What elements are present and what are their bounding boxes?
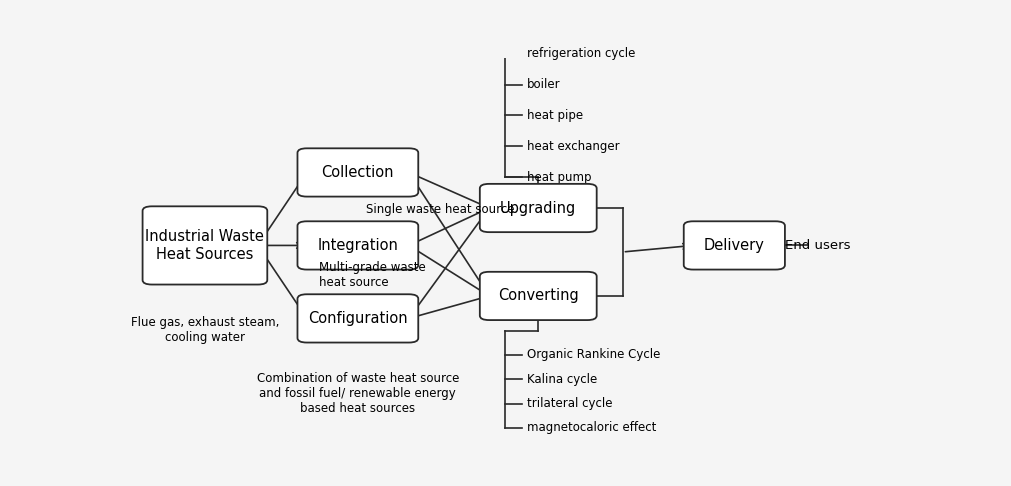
Text: heat exchanger: heat exchanger [527,140,619,153]
Text: End users: End users [785,239,850,252]
Text: Flue gas, exhaust steam,
cooling water: Flue gas, exhaust steam, cooling water [130,315,279,344]
FancyBboxPatch shape [297,294,418,343]
Text: heat pipe: heat pipe [527,109,582,122]
Text: refrigeration cycle: refrigeration cycle [527,47,635,60]
Text: Upgrading: Upgrading [499,201,576,215]
Text: Combination of waste heat source
and fossil fuel/ renewable energy
based heat so: Combination of waste heat source and fos… [257,372,459,415]
FancyBboxPatch shape [297,148,418,197]
Text: Single waste heat source: Single waste heat source [365,203,514,216]
Text: Industrial Waste
Heat Sources: Industrial Waste Heat Sources [146,229,264,261]
Text: Multi-grade waste
heat source: Multi-grade waste heat source [318,261,425,289]
FancyBboxPatch shape [479,272,596,320]
FancyBboxPatch shape [297,221,418,270]
FancyBboxPatch shape [683,221,785,270]
Text: Collection: Collection [321,165,393,180]
Text: heat pump: heat pump [527,171,590,184]
Text: Integration: Integration [317,238,398,253]
Text: Delivery: Delivery [704,238,764,253]
Text: Kalina cycle: Kalina cycle [527,373,596,386]
Text: boiler: boiler [527,78,560,91]
Text: magnetocaloric effect: magnetocaloric effect [527,421,655,434]
Text: Converting: Converting [497,289,578,303]
Text: Organic Rankine Cycle: Organic Rankine Cycle [527,348,659,362]
FancyBboxPatch shape [479,184,596,232]
Text: Configuration: Configuration [307,311,407,326]
FancyBboxPatch shape [143,207,267,284]
Text: trilateral cycle: trilateral cycle [527,397,612,410]
